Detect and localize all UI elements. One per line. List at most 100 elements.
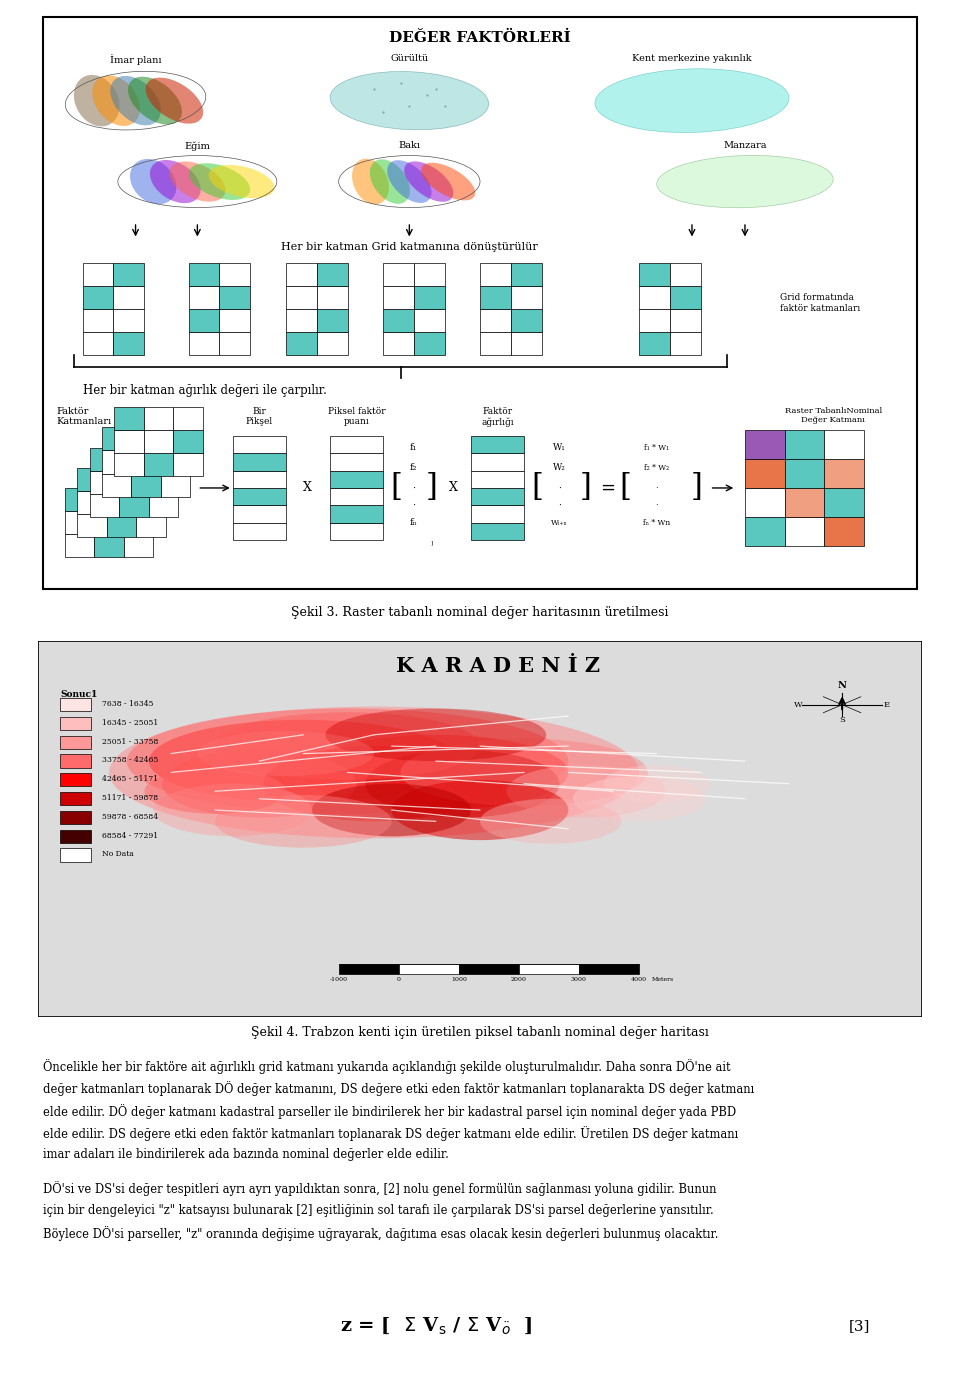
Text: 7638 - 16345: 7638 - 16345 bbox=[102, 699, 154, 708]
Text: ·: · bbox=[412, 501, 416, 510]
Bar bbox=[480, 262, 511, 286]
Ellipse shape bbox=[146, 78, 204, 124]
Bar bbox=[330, 522, 383, 540]
Text: 68584 - 77291: 68584 - 77291 bbox=[102, 832, 158, 840]
Text: 4000: 4000 bbox=[631, 976, 647, 982]
Text: 51171 - 59878: 51171 - 59878 bbox=[102, 794, 158, 802]
Bar bbox=[132, 450, 161, 474]
Ellipse shape bbox=[154, 784, 312, 836]
Bar bbox=[60, 811, 91, 823]
Bar bbox=[114, 407, 144, 430]
Ellipse shape bbox=[127, 709, 568, 814]
Text: [: [ bbox=[390, 472, 402, 503]
Text: f̄₁ * W₁: f̄₁ * W₁ bbox=[644, 443, 669, 451]
Bar bbox=[173, 407, 203, 430]
Bar bbox=[330, 506, 383, 522]
Bar bbox=[825, 488, 864, 517]
Text: 42465 - 51171: 42465 - 51171 bbox=[102, 775, 158, 783]
Bar bbox=[144, 430, 173, 453]
Ellipse shape bbox=[387, 160, 432, 203]
Text: -1000: -1000 bbox=[329, 976, 348, 982]
Ellipse shape bbox=[109, 706, 639, 839]
Bar bbox=[136, 490, 165, 514]
Text: fₙ: fₙ bbox=[410, 518, 418, 527]
Bar bbox=[232, 488, 286, 506]
Text: Faktör
Katmanları: Faktör Katmanları bbox=[56, 407, 111, 426]
Text: 3000: 3000 bbox=[571, 976, 587, 982]
Bar bbox=[471, 506, 524, 522]
Bar bbox=[784, 488, 825, 517]
Ellipse shape bbox=[198, 731, 374, 776]
Bar bbox=[383, 262, 414, 286]
Bar bbox=[60, 848, 91, 861]
Text: [: [ bbox=[532, 472, 543, 503]
Text: 0: 0 bbox=[396, 976, 400, 982]
Ellipse shape bbox=[92, 75, 140, 125]
Bar bbox=[220, 286, 251, 309]
Text: Manzara: Manzara bbox=[723, 141, 767, 150]
Ellipse shape bbox=[149, 720, 458, 802]
FancyBboxPatch shape bbox=[43, 17, 917, 589]
Text: X: X bbox=[449, 482, 458, 495]
Bar bbox=[286, 332, 317, 355]
Bar bbox=[132, 474, 161, 497]
Bar bbox=[114, 453, 144, 476]
Bar bbox=[579, 964, 639, 974]
Ellipse shape bbox=[404, 162, 453, 202]
Text: Gürültü: Gürültü bbox=[390, 54, 428, 64]
Bar bbox=[161, 474, 190, 497]
Bar bbox=[745, 430, 784, 460]
Ellipse shape bbox=[507, 765, 665, 818]
Bar bbox=[149, 493, 178, 517]
Bar bbox=[471, 436, 524, 453]
Bar bbox=[83, 262, 113, 286]
Bar bbox=[173, 430, 203, 453]
Bar bbox=[60, 717, 91, 730]
Bar bbox=[60, 736, 91, 748]
Bar bbox=[94, 488, 124, 511]
Text: Wᵢ₊ₙ: Wᵢ₊ₙ bbox=[551, 518, 568, 527]
Bar bbox=[83, 309, 113, 332]
Text: İmar planı: İmar planı bbox=[109, 54, 161, 65]
Bar bbox=[232, 436, 286, 453]
Bar bbox=[220, 262, 251, 286]
Ellipse shape bbox=[264, 747, 485, 822]
Bar bbox=[232, 506, 286, 522]
Text: W₁: W₁ bbox=[553, 443, 565, 451]
Text: S: S bbox=[839, 716, 845, 724]
Bar bbox=[60, 793, 91, 805]
Ellipse shape bbox=[144, 769, 286, 814]
Text: Şekil 4. Trabzon kenti için üretilen piksel tabanlı nominal değer haritası: Şekil 4. Trabzon kenti için üretilen pik… bbox=[252, 1025, 708, 1039]
Bar bbox=[670, 262, 701, 286]
Bar bbox=[60, 755, 91, 768]
Ellipse shape bbox=[400, 738, 648, 807]
Text: ]: ] bbox=[430, 540, 433, 546]
Bar bbox=[480, 309, 511, 332]
Ellipse shape bbox=[215, 712, 480, 780]
Text: f₁: f₁ bbox=[410, 443, 418, 451]
Bar bbox=[119, 471, 149, 493]
Bar bbox=[77, 468, 107, 490]
Text: Böylece DÖ'si parseller, "z" oranında değişime uğrayarak, dağıtıma esas olacak k: Böylece DÖ'si parseller, "z" oranında de… bbox=[43, 1226, 718, 1241]
Bar bbox=[330, 471, 383, 488]
Bar bbox=[317, 309, 348, 332]
Text: Sonuc1: Sonuc1 bbox=[60, 690, 98, 699]
Bar bbox=[286, 286, 317, 309]
Ellipse shape bbox=[392, 780, 568, 840]
Text: X: X bbox=[303, 482, 312, 495]
Text: Kent merkezine yakınlık: Kent merkezine yakınlık bbox=[632, 54, 752, 64]
Text: ·: · bbox=[656, 483, 658, 492]
Bar bbox=[149, 471, 178, 493]
Bar bbox=[94, 511, 124, 535]
Ellipse shape bbox=[421, 163, 475, 201]
Bar bbox=[639, 309, 670, 332]
Ellipse shape bbox=[303, 736, 568, 809]
Text: için bir dengeleyici "z" katsayısı bulunarak [2] eşitliğinin sol tarafı ile çarp: için bir dengeleyici "z" katsayısı bulun… bbox=[43, 1204, 713, 1216]
Ellipse shape bbox=[365, 749, 560, 818]
Bar bbox=[471, 488, 524, 506]
Bar bbox=[286, 262, 317, 286]
Bar bbox=[232, 453, 286, 471]
Text: değer katmanları toplanarak DÖ değer katmanını, DS değere etki eden faktör katma: değer katmanları toplanarak DÖ değer kat… bbox=[43, 1081, 754, 1096]
Text: Meters: Meters bbox=[652, 976, 675, 982]
Bar bbox=[60, 698, 91, 710]
